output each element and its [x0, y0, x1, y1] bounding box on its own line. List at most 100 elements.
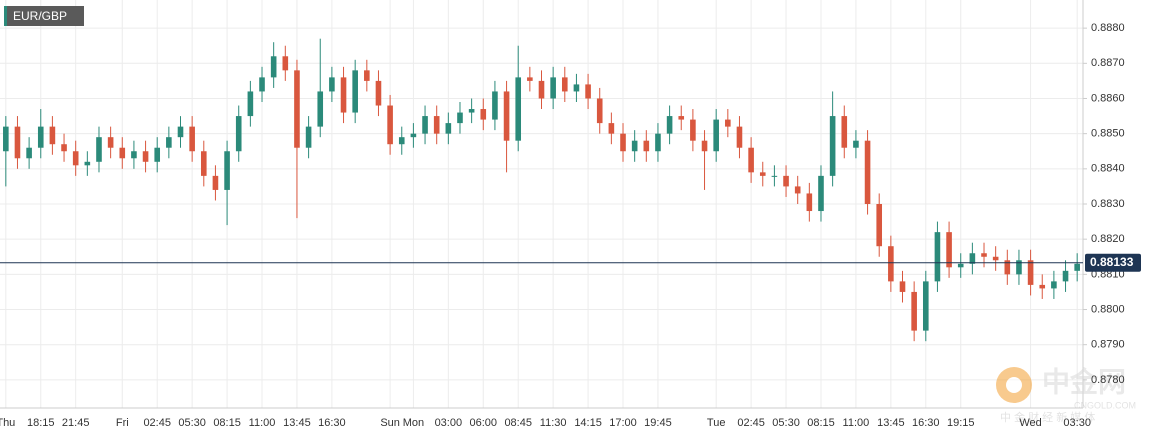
candle-body — [503, 91, 510, 141]
candle-body — [841, 116, 848, 148]
candle-body — [515, 77, 522, 141]
candle-body — [934, 232, 941, 282]
candle-body — [1027, 260, 1034, 285]
candle-body — [14, 126, 21, 159]
candle-body — [200, 151, 207, 176]
x-tick-label: 19:15 — [947, 417, 975, 429]
candle-body — [643, 140, 650, 152]
x-tick-label: 13:45 — [283, 417, 311, 429]
candle-body — [26, 147, 32, 159]
x-tick-label: 19:45 — [644, 417, 672, 429]
candle-body — [433, 116, 440, 134]
candle-body — [527, 77, 533, 81]
candle-body — [142, 151, 149, 162]
candle-body — [538, 80, 545, 99]
y-tick-label: 0.8850 — [1091, 128, 1125, 140]
x-tick-label: Fri — [116, 417, 129, 429]
candle-body — [177, 126, 184, 138]
candle-body — [247, 91, 254, 117]
candle-body — [422, 116, 428, 134]
candle-body — [969, 253, 976, 264]
candle-body — [49, 126, 56, 145]
candle-body — [957, 263, 964, 268]
candle-body — [1074, 263, 1080, 271]
x-tick-label: Mon — [403, 417, 424, 429]
candle-body — [608, 123, 615, 134]
candle-body — [270, 56, 277, 78]
last-price-label: 0.88133 — [1090, 255, 1134, 269]
candle-body — [736, 126, 743, 148]
x-tick-label: 14:15 — [574, 417, 602, 429]
x-tick-label: 03:00 — [435, 417, 463, 429]
candle-body — [899, 281, 906, 292]
x-tick-label: 11:00 — [843, 417, 870, 429]
candle-body — [620, 133, 626, 152]
x-tick-label: 08:15 — [807, 417, 835, 429]
candle-body — [189, 126, 195, 152]
x-tick-label: Wed — [1019, 417, 1041, 429]
symbol: EUR/GBP — [13, 9, 67, 23]
x-tick-label: 08:15 — [213, 417, 241, 429]
y-tick-label: 0.8880 — [1091, 22, 1125, 34]
candle-body — [480, 109, 487, 120]
candle-body — [922, 281, 929, 331]
candle-body — [468, 109, 475, 113]
x-tick-label: 18:15 — [27, 417, 55, 429]
candle-body — [410, 133, 417, 138]
candle-body — [166, 137, 172, 148]
candle-body — [37, 126, 44, 148]
candle-body — [1004, 260, 1011, 275]
candle-body — [445, 123, 452, 134]
candle-body — [259, 77, 265, 92]
candle-body — [235, 116, 242, 152]
x-tick-label: 03:30 — [1063, 417, 1091, 429]
candle-body — [364, 70, 370, 81]
candle-body — [1039, 284, 1046, 289]
candle-body — [666, 116, 673, 134]
x-tick-label: 11:00 — [249, 417, 276, 429]
candle-body — [84, 161, 91, 166]
candle-body — [806, 193, 813, 212]
candle-body — [678, 116, 685, 120]
candle-body — [282, 56, 289, 71]
x-tick-label: Thu — [0, 417, 15, 429]
candle-body — [818, 175, 824, 212]
y-tick-label: 0.8790 — [1091, 339, 1125, 351]
y-tick-label: 0.8800 — [1091, 303, 1125, 315]
candle-body — [992, 256, 999, 261]
candle-body — [783, 175, 789, 187]
x-tick-label: 08:45 — [504, 417, 532, 429]
x-tick-label: 11:30 — [540, 417, 567, 429]
candle-body — [3, 126, 9, 152]
y-tick-label: 0.8840 — [1091, 163, 1125, 175]
watermark-logo: 中金网 — [1042, 365, 1126, 397]
candle-body — [596, 98, 603, 124]
candle-body — [771, 175, 778, 177]
candle-body — [853, 140, 859, 148]
candle-body — [1062, 270, 1069, 282]
symbol-accent — [4, 6, 7, 26]
candle-body — [713, 119, 719, 152]
y-tick-label: 0.8830 — [1091, 198, 1125, 210]
candle-body — [1016, 260, 1022, 275]
candle-body — [375, 80, 382, 106]
candle-body — [340, 77, 347, 113]
watermark-site: CNGOLD.COM — [1074, 400, 1136, 410]
candle-body — [911, 291, 917, 331]
candle-body — [759, 172, 766, 176]
x-tick-label: 05:30 — [772, 417, 800, 429]
x-tick-label: 05:30 — [178, 417, 206, 429]
x-tick-label: 17:00 — [609, 417, 637, 429]
candle-body — [561, 77, 568, 92]
candle-body — [655, 133, 661, 152]
x-tick-label: 21:45 — [62, 417, 90, 429]
candle-body — [748, 147, 754, 173]
last-price-box — [1085, 253, 1141, 272]
candle-body — [829, 116, 836, 176]
candle-body — [864, 140, 871, 204]
candle-body — [690, 119, 696, 141]
candle-body — [725, 119, 731, 127]
candle-body — [96, 137, 102, 162]
y-tick-label: 0.8820 — [1091, 233, 1125, 245]
